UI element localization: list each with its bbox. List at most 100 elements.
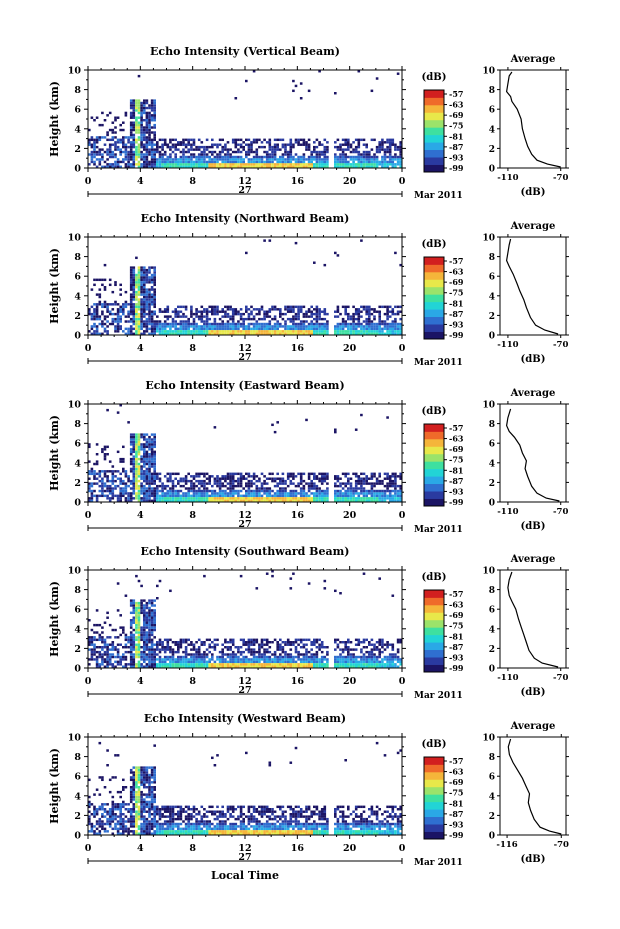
heatmap-cell <box>150 281 154 284</box>
heatmap-cell <box>239 155 243 159</box>
heatmap-cell <box>143 128 146 132</box>
heatmap-cell <box>90 628 94 632</box>
heatmap-cell <box>114 136 117 139</box>
heatmap-cell <box>90 312 94 316</box>
heatmap-cell <box>145 479 149 483</box>
heatmap-cell <box>305 315 308 318</box>
heatmap-cell <box>98 663 102 666</box>
heatmap-cell <box>205 163 209 166</box>
heatmap-cell <box>247 663 251 666</box>
x-tick-label: 0 <box>85 343 92 354</box>
heatmap-cell <box>252 650 256 654</box>
heatmap-cell <box>145 312 149 316</box>
heatmap-cell <box>114 484 117 488</box>
heatmap-cell <box>129 440 133 444</box>
heatmap-cell <box>143 665 146 668</box>
heatmap-cell <box>140 273 143 277</box>
heatmap-cell <box>187 325 190 328</box>
heatmap-cell <box>148 293 151 296</box>
heatmap-cell <box>192 497 196 500</box>
heatmap-cell <box>213 665 217 668</box>
heatmap-cell <box>247 650 251 654</box>
heatmap-cell <box>297 332 300 336</box>
heatmap-cell <box>129 499 133 503</box>
heatmap-cell <box>192 487 196 490</box>
heatmap-cell <box>116 636 120 639</box>
heatmap-cell <box>373 327 376 331</box>
heatmap-cell <box>182 320 185 323</box>
heatmap-cell <box>197 494 201 498</box>
heatmap-cell <box>103 638 107 642</box>
heatmap-cell <box>148 298 151 301</box>
heatmap-cell <box>252 494 256 498</box>
heatmap-cell <box>192 327 196 331</box>
heatmap-cell <box>323 308 327 311</box>
heatmap-cell <box>90 497 94 500</box>
heatmap-cell <box>163 315 167 318</box>
heatmap-cell <box>255 665 259 668</box>
heatmap-cell <box>310 150 313 154</box>
heatmap-cell <box>276 484 279 488</box>
heatmap-cell <box>381 305 384 309</box>
heatmap-cell <box>163 327 167 331</box>
heatmap-cell <box>273 315 277 318</box>
heatmap-cell <box>260 330 264 333</box>
x-tick-label: 4 <box>137 510 144 521</box>
heatmap-cell <box>114 475 117 478</box>
heatmap-cell <box>184 494 188 498</box>
heatmap-cell <box>145 119 149 122</box>
heatmap-cell <box>211 492 214 495</box>
panel-2: Echo Intensity (Northward Beam)0246810He… <box>48 212 569 368</box>
heatmap-cell <box>145 475 149 478</box>
heatmap-cell <box>119 658 122 661</box>
heatmap-cell <box>145 467 149 471</box>
heatmap-cell <box>284 653 287 656</box>
heatmap-cell <box>399 263 402 267</box>
heatmap-cell <box>129 305 133 309</box>
day-label: 27 <box>238 352 251 363</box>
heatmap-cell <box>119 305 122 309</box>
heatmap-cell <box>114 131 117 134</box>
heatmap-cell <box>263 160 266 164</box>
heatmap-cell <box>195 310 198 313</box>
heatmap-cell <box>339 158 342 161</box>
heatmap-cell <box>396 499 400 503</box>
heatmap-cell <box>245 477 248 480</box>
heatmap-cell <box>323 472 327 476</box>
heatmap-cell <box>294 499 298 503</box>
heatmap-cell <box>163 655 167 659</box>
heatmap-cell <box>153 111 156 115</box>
heatmap-cell <box>247 479 251 483</box>
heatmap-cell <box>95 293 99 296</box>
heatmap-cell <box>148 290 151 294</box>
heatmap-cell <box>221 150 224 154</box>
heatmap-cell <box>299 305 303 309</box>
heatmap-cell <box>187 148 190 151</box>
heatmap-cell <box>150 653 154 656</box>
heatmap-cell <box>153 636 156 639</box>
heatmap-cell <box>294 241 298 245</box>
heatmap-cell <box>129 623 133 627</box>
heatmap-cell <box>237 160 240 164</box>
heatmap-cell <box>103 448 107 451</box>
heatmap-cell <box>347 165 350 169</box>
heatmap-cell <box>213 317 217 321</box>
heatmap-cell <box>289 330 293 333</box>
heatmap-cell <box>140 109 143 112</box>
heatmap-cell <box>137 153 141 156</box>
heatmap-cell <box>200 141 204 144</box>
heatmap-cell <box>365 155 368 159</box>
heatmap-cell <box>132 158 136 161</box>
heatmap-cell <box>286 308 290 311</box>
heatmap-cell <box>226 150 230 154</box>
heatmap-cell <box>143 143 146 146</box>
heatmap-cell <box>156 489 159 493</box>
heatmap-cell <box>289 138 293 142</box>
heatmap-cell <box>177 310 180 313</box>
heatmap-cell <box>111 643 115 646</box>
heatmap-cell <box>132 121 136 124</box>
heatmap-cell <box>341 325 345 328</box>
heatmap-cell <box>93 330 96 333</box>
heatmap-cell <box>129 317 133 321</box>
heatmap-cell <box>143 438 146 441</box>
